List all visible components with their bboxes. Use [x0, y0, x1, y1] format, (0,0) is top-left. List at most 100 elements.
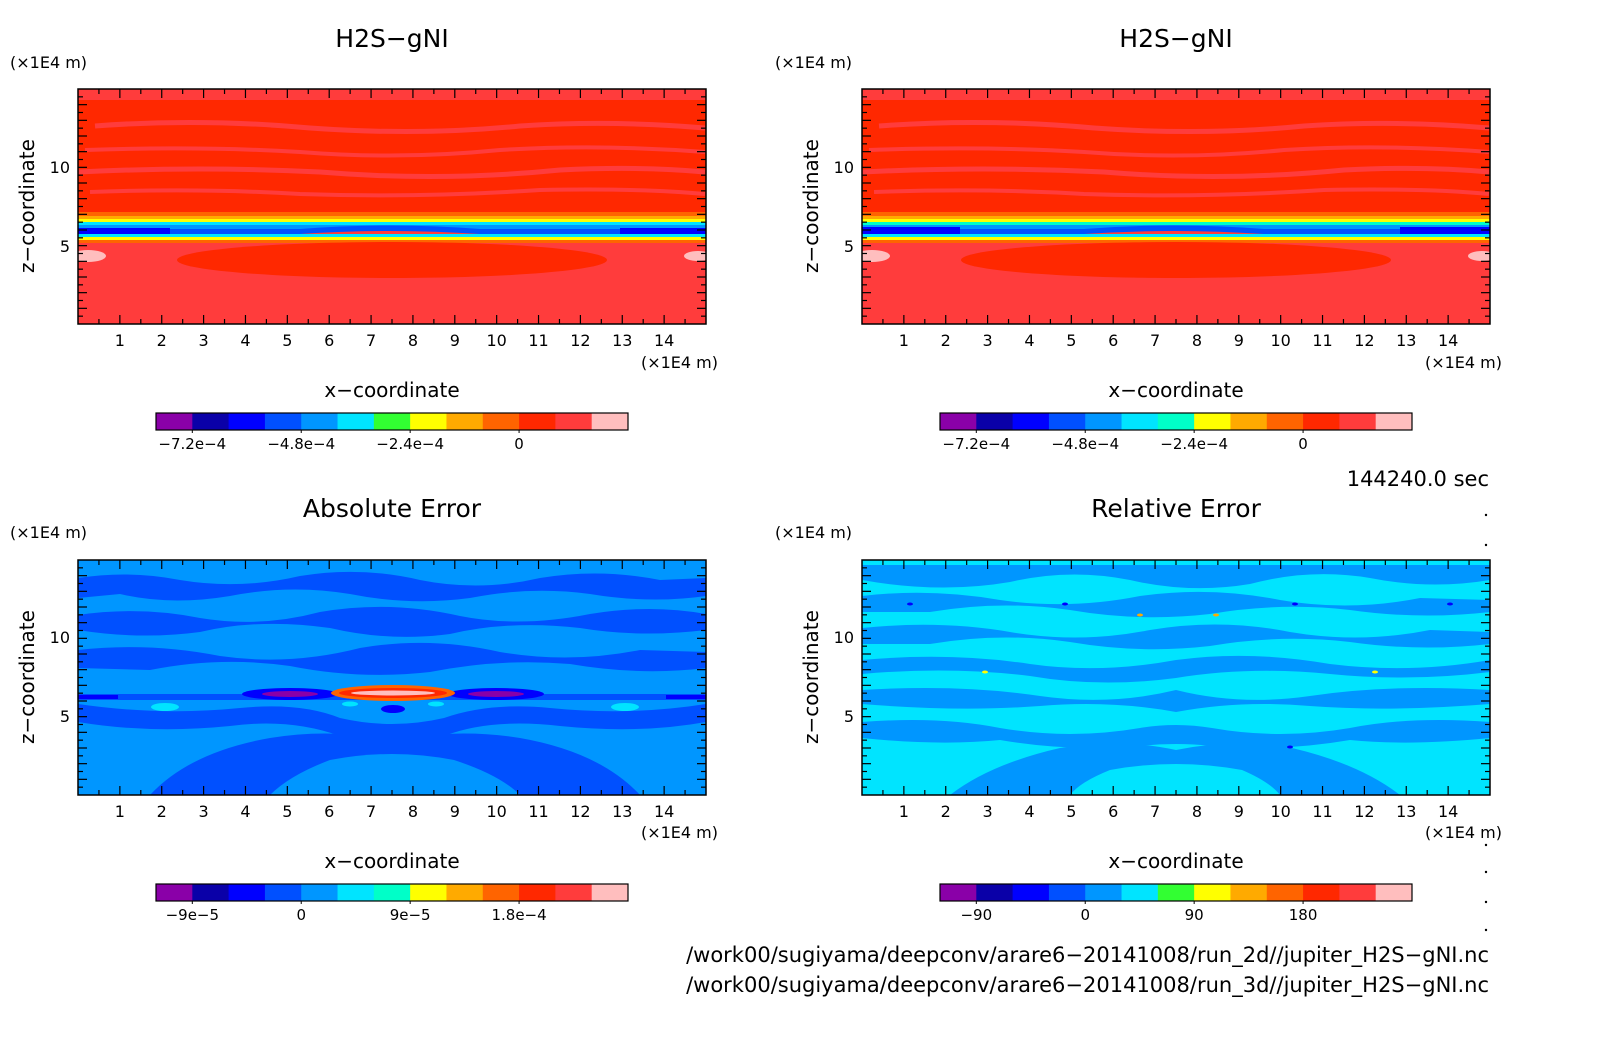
x-tick-label: 14 [1438, 331, 1458, 350]
contour-field [862, 89, 1490, 324]
colorbar-label: 9e−5 [390, 906, 431, 924]
y-tick-label: 5 [60, 707, 70, 726]
colorbar-swatch [1230, 884, 1268, 901]
colorbar-label: 1.8e−4 [491, 906, 546, 924]
colorbar-label: 180 [1289, 906, 1318, 924]
colorbar-label: 0 [514, 435, 524, 453]
colorbar-swatch [373, 413, 411, 430]
colorbar-swatch [1303, 413, 1340, 430]
x-tick-label: 11 [528, 331, 548, 350]
x-tick-label: 9 [1234, 802, 1244, 821]
colorbar-swatch [410, 884, 447, 901]
colorbar-swatch [1194, 413, 1231, 430]
x-tick-label: 8 [1192, 331, 1202, 350]
colorbar-swatch [192, 413, 230, 430]
y-tick-label: 5 [844, 237, 854, 256]
y-tick-label: 10 [834, 158, 854, 177]
colorbar-swatch [337, 884, 375, 901]
x-tick-label: 9 [450, 331, 460, 350]
colorbar-label: 0 [1080, 906, 1090, 924]
y-axis-label: z−coordinate [15, 610, 39, 744]
dot-marker [1484, 513, 1488, 517]
colorbar-frame [155, 883, 629, 902]
x-tick-label: 11 [1312, 802, 1332, 821]
file-path-run-2d: /work00/sugiyama/deepconv/arare6−2014100… [686, 943, 1489, 968]
x-tick-label: 14 [654, 802, 674, 821]
colorbar-swatch [1339, 884, 1377, 901]
colorbar-label: −4.8e−4 [1051, 435, 1119, 453]
colorbar-swatch [1121, 884, 1159, 901]
x-tick-label: 4 [240, 802, 250, 821]
x-tick-label: 14 [654, 331, 674, 350]
x-tick-label: 5 [1066, 802, 1076, 821]
x-tick-label: 3 [983, 802, 993, 821]
colorbar-label: −2.4e−4 [1160, 435, 1228, 453]
colorbar-label: 0 [296, 906, 306, 924]
x-tick-label: 14 [1438, 802, 1458, 821]
colorbar-swatch [264, 413, 302, 430]
x-axis-label: x−coordinate [324, 378, 459, 402]
x-tick-label: 6 [324, 331, 334, 350]
x-tick-label: 9 [1234, 331, 1244, 350]
y-tick-label: 5 [60, 237, 70, 256]
colorbar-swatch [976, 884, 1014, 901]
colorbar-swatch [519, 413, 556, 430]
colorbar-swatch [1085, 884, 1123, 901]
dot-marker [1484, 900, 1488, 904]
colorbar-swatch [446, 413, 484, 430]
colorbar-swatch [1157, 413, 1195, 430]
x-unit-label: (×1E4 m) [641, 353, 718, 372]
y-axis-label: z−coordinate [15, 139, 39, 273]
file-path-run-3d: /work00/sugiyama/deepconv/arare6−2014100… [686, 973, 1489, 998]
x-unit-label: (×1E4 m) [641, 823, 718, 842]
colorbar-label: −7.2e−4 [942, 435, 1010, 453]
colorbar-swatch [976, 413, 1014, 430]
x-tick-label: 2 [157, 802, 167, 821]
contour-field [862, 560, 1490, 795]
y-axis-label: z−coordinate [799, 610, 823, 744]
colorbar-swatch [1375, 884, 1413, 901]
x-axis: 1 2 3 4 5 6 7 8 9 10 11 12 13 14 [78, 89, 706, 350]
x-tick-label: 12 [570, 802, 590, 821]
x-tick-label: 4 [240, 331, 250, 350]
y-tick-label: 10 [834, 628, 854, 647]
x-tick-label: 6 [1108, 331, 1118, 350]
x-tick-label: 11 [1312, 331, 1332, 350]
colorbar-swatch [1266, 884, 1304, 901]
colorbar-swatch [555, 413, 593, 430]
x-tick-label: 10 [1270, 331, 1290, 350]
colorbar-swatch [940, 413, 977, 430]
x-tick-label: 1 [899, 802, 909, 821]
panel-title: H2S−gNI [1119, 24, 1232, 53]
colorbar: −9e−5 0 9e−5 1.8e−4 [155, 883, 629, 924]
contour-field [78, 89, 706, 324]
x-tick-label: 4 [1024, 331, 1034, 350]
x-axis-label: x−coordinate [1108, 849, 1243, 873]
x-tick-label: 1 [899, 331, 909, 350]
y-unit-label: (×1E4 m) [10, 53, 87, 72]
x-tick-label: 11 [528, 802, 548, 821]
colorbar-swatch [264, 884, 302, 901]
colorbar-label: 0 [1298, 435, 1308, 453]
x-axis: 1 2 3 4 5 6 7 8 9 10 11 12 13 14 [78, 560, 706, 821]
colorbar-label: −90 [960, 906, 992, 924]
colorbar-swatch [1048, 413, 1086, 430]
colorbar-swatch [482, 884, 520, 901]
x-tick-label: 2 [941, 802, 951, 821]
x-tick-label: 10 [486, 331, 506, 350]
x-tick-label: 13 [612, 331, 632, 350]
panel-3: Absolute Error (×1E4 m) [10, 494, 718, 924]
colorbar-swatch [1157, 884, 1195, 901]
x-axis: 1 2 3 4 5 6 7 8 9 10 11 12 13 14 [862, 560, 1490, 821]
panel-title: Relative Error [1091, 494, 1261, 523]
x-tick-label: 7 [1150, 802, 1160, 821]
colorbar-swatch [446, 884, 484, 901]
x-tick-label: 8 [408, 331, 418, 350]
colorbar-swatch [1048, 884, 1086, 901]
colorbar-label: −2.4e−4 [376, 435, 444, 453]
x-tick-label: 2 [157, 331, 167, 350]
panel-4: Relative Error (×1E4 m) 1 2 3 4 5 6 7 8 9 10 11 12 1… [775, 494, 1502, 924]
x-tick-label: 12 [570, 331, 590, 350]
colorbar-swatch [1121, 413, 1159, 430]
